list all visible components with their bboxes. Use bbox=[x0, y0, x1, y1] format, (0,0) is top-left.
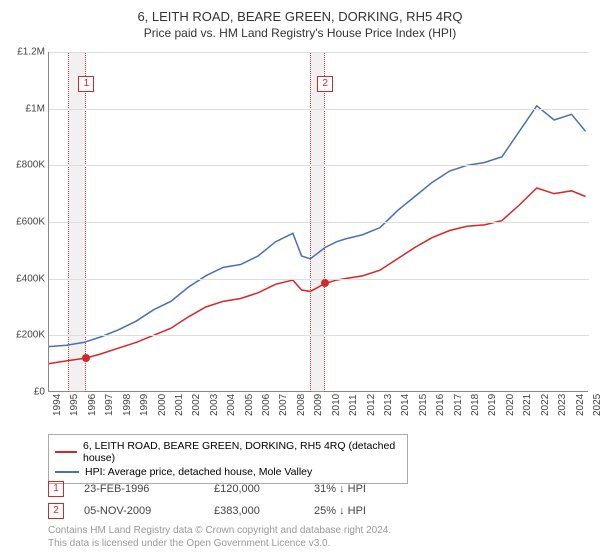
sales-row-note: 31% ↓ HPI bbox=[314, 483, 414, 495]
x-axis-label: 2001 bbox=[174, 394, 185, 416]
legend-label-price: 6, LEITH ROAD, BEARE GREEN, DORKING, RH5… bbox=[83, 440, 401, 464]
gridline bbox=[49, 52, 589, 53]
x-axis-label: 2006 bbox=[261, 394, 272, 416]
y-axis-label: £400K bbox=[5, 273, 45, 284]
legend-swatch-price bbox=[55, 451, 77, 453]
x-axis-label: 2020 bbox=[505, 394, 516, 416]
sales-row-price: £120,000 bbox=[214, 483, 294, 495]
x-axis-label: 2017 bbox=[453, 394, 464, 416]
y-axis-label: £1.2M bbox=[5, 47, 45, 58]
gridline bbox=[49, 222, 589, 223]
x-axis-label: 2021 bbox=[522, 394, 533, 416]
footer: Contains HM Land Registry data © Crown c… bbox=[48, 524, 391, 550]
legend-row: 6, LEITH ROAD, BEARE GREEN, DORKING, RH5… bbox=[55, 439, 401, 465]
x-axis-label: 2025 bbox=[592, 394, 600, 416]
legend-swatch-hpi bbox=[55, 471, 79, 473]
x-axis-label: 2015 bbox=[418, 394, 429, 416]
x-axis-label: 2008 bbox=[296, 394, 307, 416]
x-axis-label: 2009 bbox=[313, 394, 324, 416]
x-axis-label: 2004 bbox=[226, 394, 237, 416]
legend: 6, LEITH ROAD, BEARE GREEN, DORKING, RH5… bbox=[48, 434, 408, 484]
x-axis-label: 2023 bbox=[557, 394, 568, 416]
legend-label-hpi: HPI: Average price, detached house, Mole… bbox=[85, 466, 312, 478]
x-axis-label: 1994 bbox=[52, 394, 63, 416]
sales-row-note: 25% ↓ HPI bbox=[314, 505, 414, 517]
x-axis-label: 2012 bbox=[366, 394, 377, 416]
x-axis-label: 2002 bbox=[191, 394, 202, 416]
sales-row: 2 05-NOV-2009 £383,000 25% ↓ HPI bbox=[48, 500, 414, 522]
chart-subtitle: Price paid vs. HM Land Registry's House … bbox=[0, 26, 600, 44]
x-axis-label: 2024 bbox=[575, 394, 586, 416]
sales-table: 1 23-FEB-1996 £120,000 31% ↓ HPI 2 05-NOV-200… bbox=[48, 478, 414, 522]
y-axis-label: £200K bbox=[5, 330, 45, 341]
sales-row-index: 2 bbox=[48, 503, 64, 519]
x-axis-label: 2007 bbox=[278, 394, 289, 416]
chart-area: £0£200K£400K£600K£800K£1M£1.2M1994199519… bbox=[48, 52, 588, 392]
sale-marker-dot bbox=[321, 279, 329, 287]
x-axis-label: 2022 bbox=[540, 394, 551, 416]
x-axis-label: 1998 bbox=[122, 394, 133, 416]
x-axis-label: 1995 bbox=[69, 394, 80, 416]
gridline bbox=[49, 335, 589, 336]
sales-row-index: 1 bbox=[48, 481, 64, 497]
x-axis-label: 2011 bbox=[348, 394, 359, 416]
gridline bbox=[49, 279, 589, 280]
plot-region: £0£200K£400K£600K£800K£1M£1.2M1994199519… bbox=[48, 52, 588, 392]
x-axis-label: 2013 bbox=[383, 394, 394, 416]
gridline bbox=[49, 109, 589, 110]
x-axis-label: 2003 bbox=[209, 394, 220, 416]
y-axis-label: £800K bbox=[5, 160, 45, 171]
chart-container: 6, LEITH ROAD, BEARE GREEN, DORKING, RH5… bbox=[0, 0, 600, 560]
x-axis-label: 1999 bbox=[139, 394, 150, 416]
x-axis-label: 1996 bbox=[87, 394, 98, 416]
x-axis-label: 2018 bbox=[470, 394, 481, 416]
x-axis-label: 2000 bbox=[157, 394, 168, 416]
series-line-hpi bbox=[49, 106, 586, 347]
sales-row-date: 23-FEB-1996 bbox=[84, 483, 194, 495]
sale-marker-box: 1 bbox=[78, 76, 94, 92]
x-axis-label: 2019 bbox=[487, 394, 498, 416]
sales-row-price: £383,000 bbox=[214, 505, 294, 517]
x-axis-label: 2014 bbox=[400, 394, 411, 416]
sale-marker-dot bbox=[82, 354, 90, 362]
legend-row: HPI: Average price, detached house, Mole… bbox=[55, 465, 401, 479]
y-axis-label: £600K bbox=[5, 217, 45, 228]
x-axis-label: 1997 bbox=[104, 394, 115, 416]
sale-marker-box: 2 bbox=[317, 76, 333, 92]
sales-row-date: 05-NOV-2009 bbox=[84, 505, 194, 517]
sales-row: 1 23-FEB-1996 £120,000 31% ↓ HPI bbox=[48, 478, 414, 500]
footer-line1: Contains HM Land Registry data © Crown c… bbox=[48, 524, 391, 537]
chart-title: 6, LEITH ROAD, BEARE GREEN, DORKING, RH5… bbox=[0, 0, 600, 26]
series-line-price_paid bbox=[49, 188, 586, 364]
gridline bbox=[49, 165, 589, 166]
footer-line2: This data is licensed under the Open Gov… bbox=[48, 537, 391, 550]
y-axis-label: £1M bbox=[5, 103, 45, 114]
x-axis-label: 2005 bbox=[244, 394, 255, 416]
x-axis-label: 2016 bbox=[435, 394, 446, 416]
y-axis-label: £0 bbox=[5, 387, 45, 398]
x-axis-label: 2010 bbox=[331, 394, 342, 416]
